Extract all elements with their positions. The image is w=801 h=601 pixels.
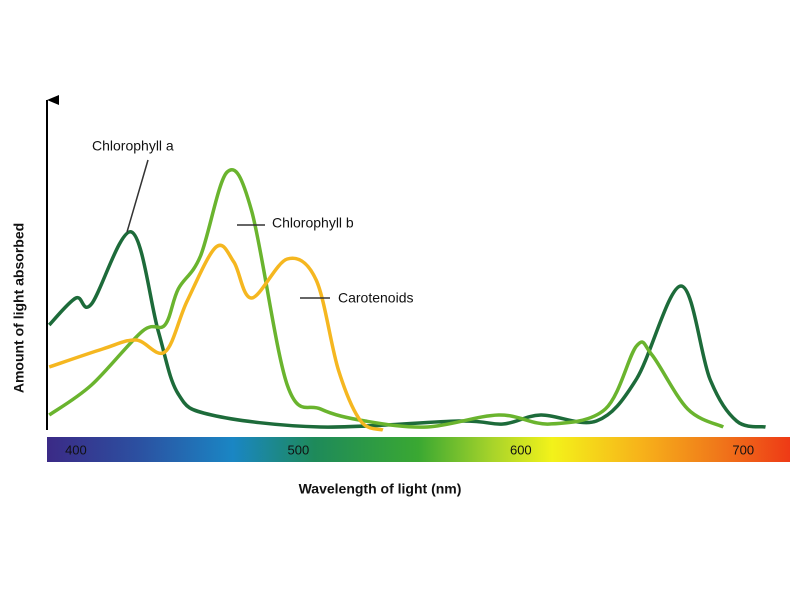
x-tick-label: 700 (732, 442, 754, 457)
x-tick-label: 400 (65, 442, 87, 457)
series-line (47, 230, 766, 429)
series-label: Chlorophyll a (92, 138, 174, 154)
y-axis-label: Amount of light absorbed (11, 223, 27, 393)
x-tick-label: 500 (288, 442, 310, 457)
series-label: Chlorophyll b (272, 215, 354, 231)
x-axis-label: Wavelength of light (nm) (299, 481, 462, 497)
spectrum-bar (47, 437, 790, 462)
series-line (48, 168, 725, 429)
series-line (48, 243, 384, 432)
leader-line (126, 159, 149, 233)
x-tick-label: 600 (510, 442, 532, 457)
series-label: Carotenoids (338, 290, 414, 306)
